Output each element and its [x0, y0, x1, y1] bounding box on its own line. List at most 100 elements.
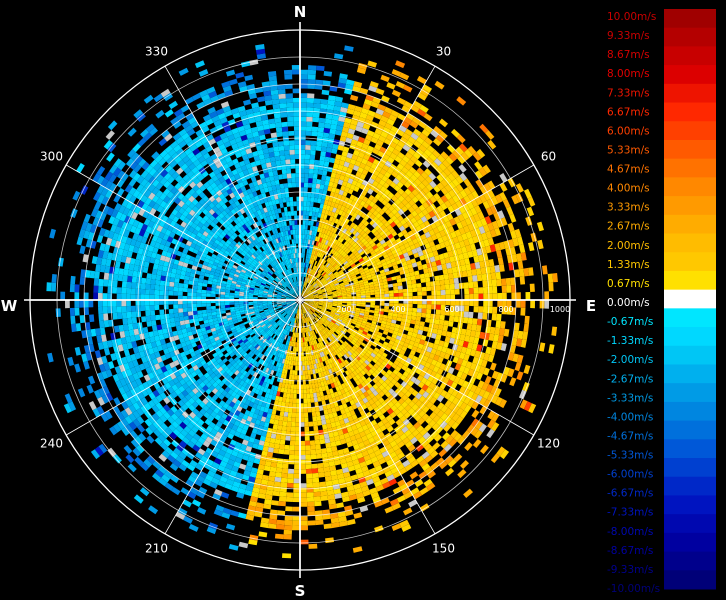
echo-cell: [339, 313, 345, 317]
echo-cell: [326, 147, 333, 153]
echo-cell: [391, 170, 399, 178]
echo-cell: [434, 255, 441, 262]
echo-cell: [405, 276, 412, 282]
echo-cell: [421, 179, 430, 187]
echo-cell: [324, 312, 330, 316]
echo-cell: [491, 313, 497, 321]
echo-cell: [332, 301, 338, 303]
echo-cell: [353, 81, 363, 88]
echo-cell: [364, 242, 371, 248]
echo-cell: [317, 467, 325, 473]
echo-cell: [318, 295, 324, 297]
echo-cell: [322, 462, 330, 468]
echo-cell: [436, 174, 444, 183]
echo-cell: [463, 488, 473, 498]
echo-cell: [308, 303, 314, 306]
echo-cell: [464, 149, 473, 158]
echo-cell: [334, 272, 339, 277]
echo-cell: [489, 244, 497, 253]
echo-cell: [359, 173, 367, 180]
echo-cell: [328, 315, 334, 319]
echo-cell: [487, 222, 495, 231]
echo-cell: [302, 224, 306, 230]
echo-cell: [527, 196, 536, 207]
echo-cell: [370, 250, 376, 256]
echo-cell: [319, 242, 323, 248]
echo-cell: [303, 294, 308, 298]
echo-cell: [350, 200, 357, 207]
echo-cell: [367, 60, 377, 68]
echo-cell: [313, 304, 318, 307]
echo-cell: [402, 222, 410, 229]
echo-cell: [420, 233, 427, 241]
echo-cell: [341, 180, 348, 187]
echo-cell: [309, 269, 313, 274]
echo-cell: [302, 286, 304, 291]
echo-cell: [341, 320, 347, 325]
echo-cell: [362, 123, 371, 130]
echo-cell: [464, 335, 471, 343]
echo-cell: [335, 310, 341, 314]
echo-cell: [295, 361, 298, 366]
echo-cell: [400, 219, 407, 226]
echo-cell: [277, 425, 283, 431]
echo-cell: [304, 301, 309, 304]
echo-cell: [313, 164, 319, 170]
echo-cell: [325, 310, 331, 314]
echo-cell: [343, 122, 351, 129]
echo-cell: [523, 401, 532, 412]
echo-cell: [313, 250, 316, 256]
echo-cell: [327, 316, 333, 320]
echo-cell: [332, 238, 338, 245]
echo-cell: [418, 182, 426, 190]
echo-cell: [394, 323, 401, 329]
echo-cell: [341, 288, 346, 292]
echo-cell: [465, 263, 472, 271]
echo-cell: [305, 263, 308, 268]
echo-cell: [451, 202, 459, 211]
echo-cell: [305, 145, 311, 150]
echo-cell: [445, 220, 453, 228]
echo-cell: [409, 271, 415, 277]
echo-cell: [328, 225, 333, 232]
echo-cell: [463, 178, 472, 187]
echo-cell: [312, 305, 318, 309]
echo-cell: [384, 149, 393, 157]
echo-cell: [423, 268, 429, 274]
echo-cell: [406, 334, 412, 341]
echo-cell: [311, 468, 319, 474]
echo-cell: [353, 149, 360, 157]
echo-cell: [326, 288, 332, 292]
echo-cell: [339, 256, 344, 261]
echo-cell: [449, 337, 456, 344]
echo-cell: [316, 273, 321, 278]
echo-cell: [365, 295, 371, 298]
echo-cell: [355, 171, 362, 178]
echo-cell: [363, 164, 371, 172]
echo-cell: [317, 268, 321, 273]
echo-cell: [361, 127, 369, 135]
echo-cell: [311, 463, 318, 469]
echo-cell: [356, 121, 365, 128]
echo-cell: [492, 286, 498, 294]
echo-cell: [417, 291, 423, 296]
echo-cell: [362, 232, 368, 238]
echo-cell: [424, 242, 431, 249]
echo-cell: [354, 283, 360, 287]
echo-cell: [395, 356, 402, 363]
echo-cell: [409, 120, 419, 129]
echo-cell: [489, 326, 496, 335]
echo-cell: [365, 229, 371, 235]
echo-cell: [450, 300, 456, 306]
echo-cell: [346, 329, 352, 335]
echo-cell: [333, 264, 339, 269]
echo-cell: [331, 148, 338, 155]
echo-cell: [328, 297, 333, 299]
echo-cell: [300, 116, 307, 122]
echo-cell: [329, 128, 337, 135]
echo-cell: [368, 314, 374, 319]
echo-cell: [480, 217, 488, 227]
echo-cell: [316, 453, 323, 459]
echo-cell: [448, 189, 456, 198]
echo-cell: [346, 308, 351, 311]
